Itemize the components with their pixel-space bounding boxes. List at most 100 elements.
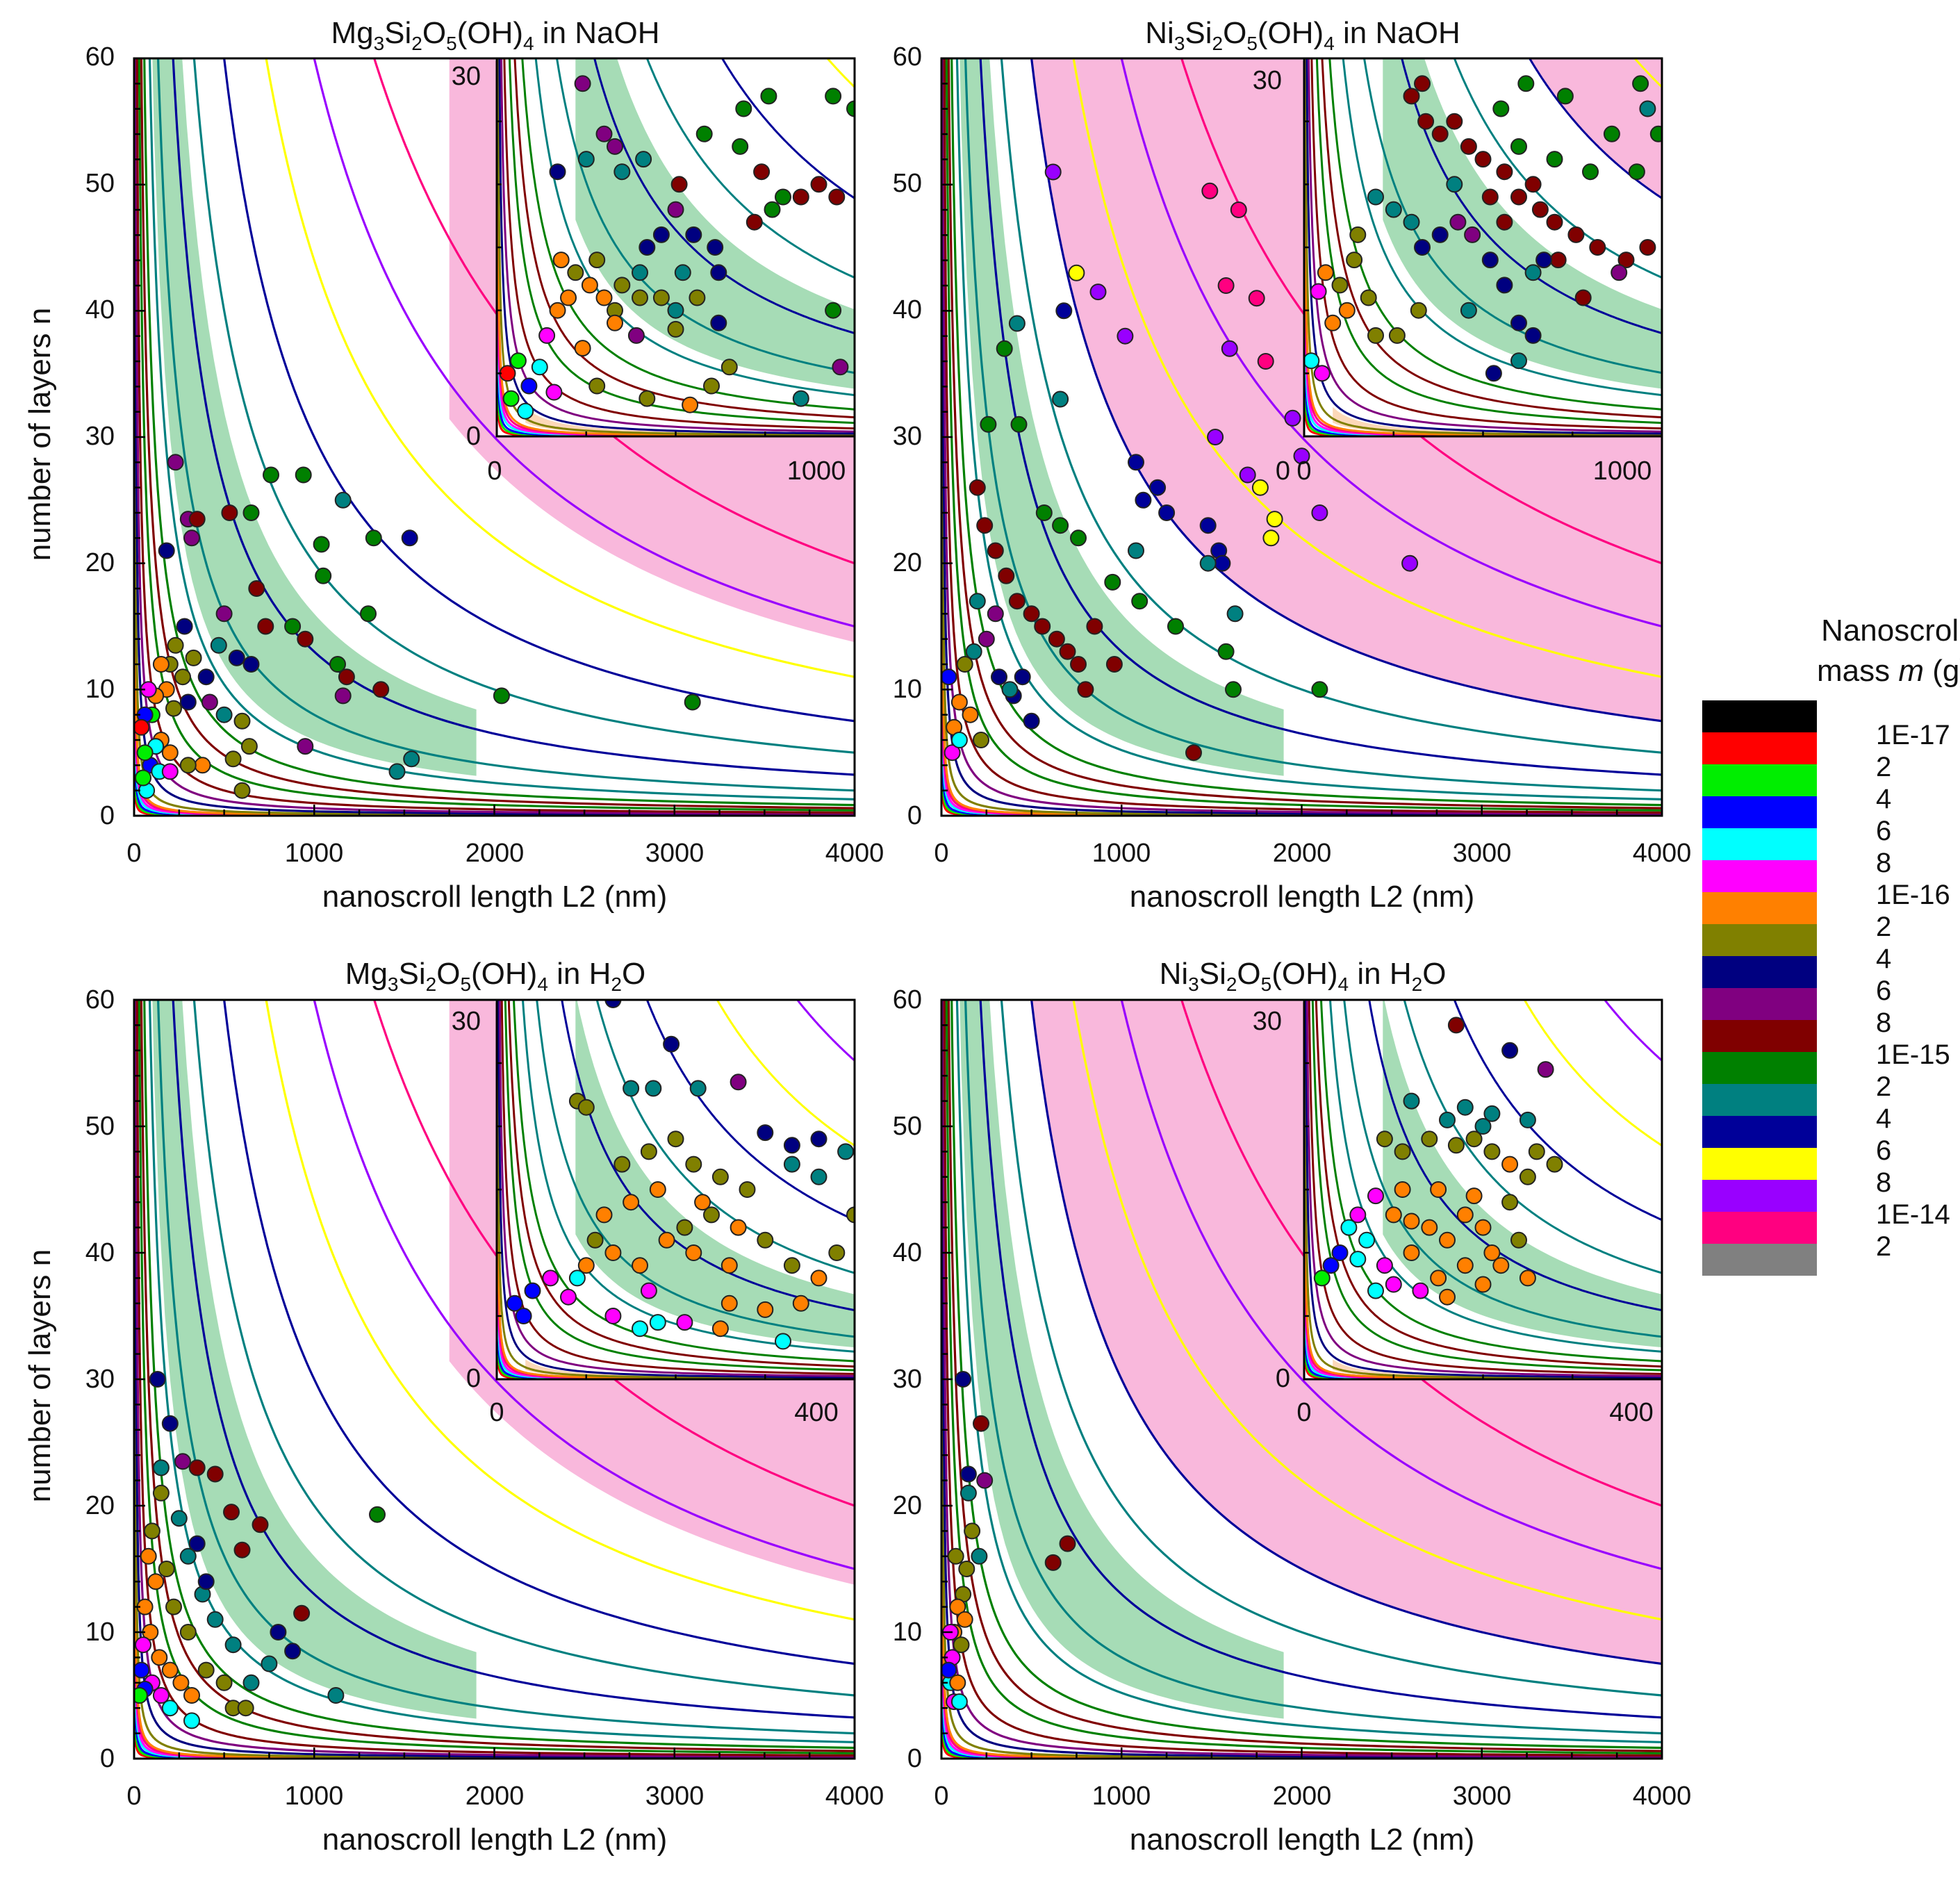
data-point <box>1311 504 1328 521</box>
data-point <box>649 1314 666 1331</box>
data-point <box>953 1636 970 1654</box>
data-point <box>1430 1181 1447 1198</box>
inset-y-tick-label: 30 <box>452 62 481 91</box>
iso-mass-curve <box>950 1000 1662 1750</box>
data-point <box>1567 226 1585 243</box>
x-tick-label: 3000 <box>645 839 705 868</box>
data-point <box>542 1269 559 1287</box>
data-point <box>1449 213 1467 231</box>
data-point <box>695 125 713 142</box>
iso-mass-curve <box>941 1000 1662 1759</box>
y-tick-label: 0 <box>907 801 922 830</box>
data-point <box>1456 1206 1474 1224</box>
data-point <box>233 1541 251 1559</box>
data-point <box>1239 466 1256 484</box>
data-point <box>1546 213 1563 231</box>
data-point <box>1376 1130 1393 1148</box>
iso-mass-curve <box>979 1000 1662 1719</box>
x-tick-label: 4000 <box>1633 1782 1692 1811</box>
data-point <box>165 1598 182 1615</box>
data-point <box>1582 163 1599 181</box>
data-point <box>1207 429 1224 445</box>
data-point <box>1257 353 1274 370</box>
data-point <box>1059 643 1076 660</box>
data-point <box>1519 1168 1536 1185</box>
data-point <box>176 618 193 635</box>
data-point <box>365 529 382 547</box>
data-point <box>577 151 595 168</box>
data-point <box>1537 1061 1554 1078</box>
data-point <box>201 693 218 711</box>
y-tick-labels: 0 10 20 30 40 50 60 <box>85 42 115 830</box>
y-tick-label: 60 <box>85 42 115 72</box>
x-tick-label: 4000 <box>1633 839 1692 868</box>
iso-mass-curve <box>135 1000 855 1757</box>
data-point <box>1510 188 1527 206</box>
data-point <box>1077 681 1094 698</box>
inset-plot <box>495 998 856 1381</box>
iso-mass-curve <box>1308 58 1662 433</box>
legend-swatch <box>1702 1212 1817 1244</box>
data-point <box>783 1257 800 1274</box>
data-point <box>1649 125 1662 142</box>
data-point <box>950 732 968 748</box>
data-point <box>753 163 771 181</box>
x-axis-label: nanoscroll length L2 (nm) <box>322 880 667 914</box>
iso-mass-curve <box>265 58 855 678</box>
data-point <box>1349 1206 1367 1224</box>
iso-mass-curve <box>943 1000 1662 1757</box>
data-point <box>183 1712 200 1729</box>
data-point <box>206 1465 224 1483</box>
data-point <box>1474 1276 1492 1293</box>
legend-label: 8 <box>1876 848 1891 878</box>
region-band <box>152 58 477 776</box>
data-point <box>667 320 684 338</box>
data-point <box>1284 409 1301 427</box>
y-tick-label: 40 <box>893 1238 922 1267</box>
y-axis-label: number of layers n <box>23 308 57 561</box>
iso-mass-curve <box>1304 58 1662 436</box>
data-point <box>1034 618 1051 635</box>
data-point <box>1331 1244 1349 1261</box>
data-point <box>329 656 346 673</box>
iso-mass-curve <box>645 58 855 279</box>
iso-mass-curve <box>964 58 1662 792</box>
iso-mass-curve <box>796 1000 855 1062</box>
legend-swatch <box>1702 796 1817 828</box>
data-point <box>403 750 420 768</box>
iso-mass-curve <box>964 1000 1662 1735</box>
data-point <box>1524 176 1542 193</box>
data-point <box>1230 202 1247 218</box>
y-tick-label: 40 <box>85 1238 115 1267</box>
data-point <box>735 100 752 117</box>
data-point <box>976 1472 994 1489</box>
data-point <box>1421 1130 1438 1148</box>
data-point <box>1496 213 1513 231</box>
data-point <box>574 75 591 92</box>
inset-tick-labels: 0 400 0 30 <box>452 1007 839 1427</box>
inset-y-tick-label: 0 <box>466 1364 481 1393</box>
inset-tick-labels: 0 400 0 30 <box>1253 1007 1654 1427</box>
legend-swatch <box>1702 1244 1817 1276</box>
region-band <box>960 58 1284 776</box>
legend-swatch <box>1702 1116 1817 1148</box>
data-point <box>1556 88 1574 105</box>
x-tick-label: 1000 <box>1092 1782 1151 1811</box>
y-tick-labels: 0 10 20 30 40 50 60 <box>893 985 922 1773</box>
data-point <box>185 649 202 666</box>
data-point <box>944 744 961 762</box>
data-point <box>595 289 613 306</box>
iso-mass-curve <box>134 1000 855 1759</box>
data-point <box>1158 504 1176 521</box>
data-point <box>158 1561 175 1577</box>
data-point <box>215 706 233 723</box>
data-point <box>1501 1042 1519 1059</box>
data-point <box>560 1288 577 1306</box>
data-point <box>1385 1206 1402 1224</box>
data-point <box>233 782 251 799</box>
inset-x-tick-label: 0 <box>487 457 502 486</box>
data-point <box>1465 1187 1483 1205</box>
data-point <box>215 605 233 623</box>
data-point <box>1055 302 1073 320</box>
data-point <box>964 1522 981 1540</box>
